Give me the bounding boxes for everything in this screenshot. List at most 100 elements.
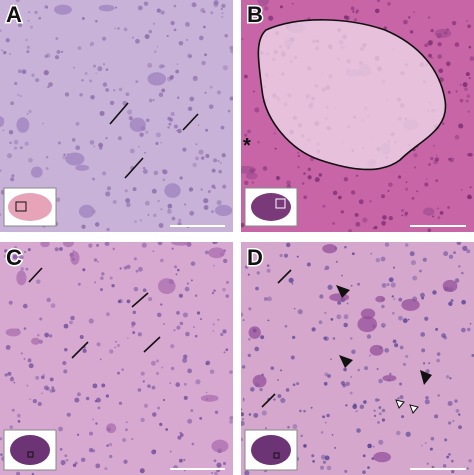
nucleus (280, 369, 283, 372)
nucleus (102, 171, 107, 176)
nucleus (471, 354, 474, 357)
nucleus (327, 374, 331, 378)
nucleus (62, 360, 67, 366)
nucleus (273, 132, 276, 135)
nucleus (118, 401, 123, 405)
nucleus (444, 438, 448, 442)
nucleus (451, 469, 455, 474)
nucleus (132, 187, 137, 192)
nucleus (323, 381, 328, 386)
nucleus (27, 358, 32, 363)
nucleus (101, 272, 105, 276)
neuron (65, 152, 85, 166)
nucleus (345, 15, 350, 21)
nucleus (375, 398, 379, 402)
nucleus (285, 242, 291, 248)
nucleus (241, 418, 245, 421)
nucleus (191, 442, 195, 446)
nucleus (419, 269, 422, 273)
nucleus (109, 349, 114, 354)
nucleus (277, 394, 282, 399)
nucleus (344, 245, 347, 249)
nucleus (297, 151, 300, 154)
nucleus (106, 444, 109, 447)
nucleus (47, 85, 50, 89)
nucleus (190, 279, 193, 282)
nucleus (408, 16, 411, 19)
nucleus (176, 311, 180, 315)
nucleus (357, 368, 361, 372)
nucleus (50, 303, 56, 309)
nucleus (244, 133, 248, 137)
neuron (54, 4, 72, 15)
nucleus (410, 260, 416, 266)
neuron (171, 242, 191, 246)
nucleus (131, 437, 134, 441)
nucleus (356, 174, 359, 177)
nucleus (173, 329, 176, 332)
nucleus (407, 318, 410, 321)
nucleus (60, 50, 64, 54)
nucleus (222, 184, 227, 189)
nucleus (129, 148, 135, 154)
nucleus (332, 221, 336, 225)
nucleus (190, 261, 196, 266)
nucleus (152, 412, 157, 417)
nucleus (372, 445, 375, 448)
nucleus (165, 428, 169, 431)
nucleus (274, 147, 277, 150)
nucleus (174, 265, 177, 269)
nucleus (443, 251, 449, 257)
nucleus (22, 303, 28, 309)
insets (3, 187, 298, 471)
nucleus (310, 406, 313, 409)
nucleus (438, 68, 444, 74)
nucleus (434, 414, 439, 419)
nucleus (311, 454, 315, 458)
nucleus (470, 196, 473, 199)
nucleus (111, 284, 115, 288)
nucleus (81, 17, 85, 20)
nucleus (381, 282, 387, 288)
nucleus (73, 66, 75, 69)
nucleus (409, 30, 414, 34)
nucleus (123, 459, 128, 464)
nucleus (469, 56, 474, 61)
nucleus (28, 109, 32, 114)
neuron (0, 116, 5, 127)
nucleus (327, 284, 333, 290)
nucleus (260, 335, 265, 340)
nucleus (424, 399, 430, 405)
nucleus (94, 399, 98, 403)
nucleus (467, 110, 470, 113)
nucleus (466, 249, 471, 254)
nucleus (350, 284, 353, 287)
arrows (28, 102, 292, 408)
nucleus (324, 311, 327, 314)
neuron (375, 295, 386, 303)
nucleus (381, 220, 386, 226)
nucleus (429, 447, 433, 451)
nucleus (362, 470, 366, 475)
nucleus (203, 10, 206, 14)
nucleus (378, 406, 382, 409)
nucleus (216, 90, 221, 95)
nucleus (197, 124, 200, 127)
nucleus (99, 358, 102, 361)
nucleus (169, 382, 172, 384)
nucleus (434, 157, 440, 162)
nucleus (355, 410, 358, 413)
nucleus (241, 222, 245, 228)
nucleus (71, 138, 76, 142)
nucleus (343, 322, 348, 328)
nucleus (17, 413, 21, 418)
nucleus (332, 190, 338, 196)
nucleus (156, 8, 161, 13)
nucleus (312, 459, 315, 463)
nucleus (184, 286, 190, 292)
nucleus (125, 428, 128, 432)
nucleus (20, 352, 23, 355)
nucleus (189, 96, 195, 102)
nucleus (222, 287, 226, 292)
